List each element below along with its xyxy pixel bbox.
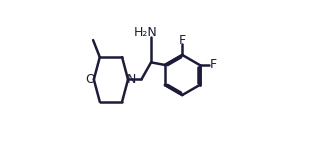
Text: F: F — [209, 58, 217, 71]
Text: N: N — [126, 73, 136, 86]
Text: O: O — [86, 73, 95, 86]
Text: H₂N: H₂N — [134, 26, 158, 39]
Text: F: F — [179, 34, 186, 47]
